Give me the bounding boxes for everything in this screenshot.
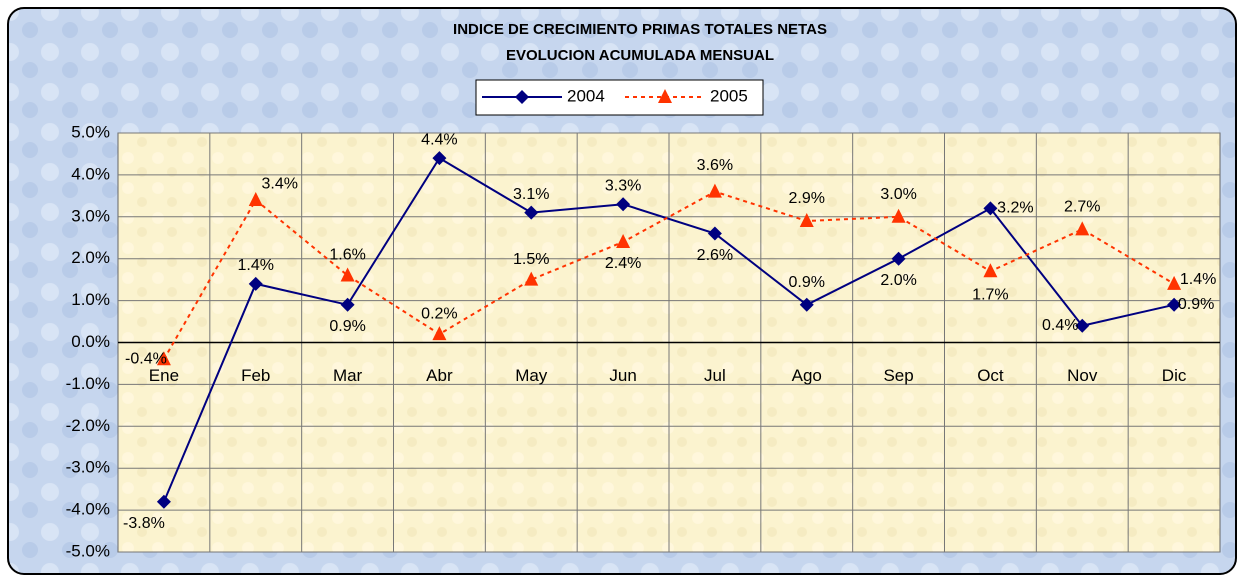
data-label: 3.6% — [697, 157, 733, 174]
point — [156, 351, 171, 366]
x-tick-label: Jul — [704, 366, 726, 385]
y-tick-label: 4.0% — [71, 164, 110, 183]
point — [248, 192, 263, 207]
x-tick-label: Feb — [241, 366, 270, 385]
point — [707, 226, 722, 241]
point — [248, 276, 263, 291]
point — [432, 326, 447, 341]
point — [707, 183, 722, 198]
data-label: 0.9% — [1178, 296, 1214, 313]
point — [1167, 297, 1182, 312]
point — [658, 89, 672, 103]
x-tick-label: Mar — [333, 366, 363, 385]
series-line — [163, 190, 1175, 360]
point — [524, 205, 539, 220]
x-tick-label: Dic — [1162, 366, 1187, 385]
point — [799, 297, 814, 312]
data-label: 2.7% — [1064, 199, 1100, 216]
point — [1075, 318, 1090, 333]
x-tick-label: Sep — [883, 366, 913, 385]
data-label: 3.4% — [262, 175, 298, 192]
data-label: 0.9% — [789, 274, 825, 291]
x-tick-label: Jun — [609, 366, 636, 385]
point — [340, 267, 355, 282]
data-label: 2.9% — [789, 190, 825, 207]
legend-label: 2004 — [567, 86, 605, 105]
data-label: 2.6% — [697, 247, 733, 264]
point — [891, 208, 906, 223]
data-label: 1.6% — [329, 247, 365, 264]
x-tick-label: Ene — [149, 366, 179, 385]
legend-label: 2005 — [710, 86, 748, 105]
y-tick-label: -5.0% — [66, 541, 110, 560]
data-label: 1.7% — [972, 286, 1008, 303]
y-tick-label: 2.0% — [71, 248, 110, 267]
data-label: 1.4% — [1180, 271, 1216, 288]
x-tick-label: Nov — [1067, 366, 1098, 385]
data-label: 0.4% — [1042, 317, 1078, 334]
data-label: -0.4% — [125, 350, 167, 367]
x-tick-label: Abr — [426, 366, 453, 385]
point — [515, 90, 529, 104]
chart-subtitle: EVOLUCION ACUMULADA MENSUAL — [506, 47, 774, 64]
x-tick-label: Ago — [792, 366, 822, 385]
point — [340, 297, 355, 312]
point — [616, 197, 631, 212]
y-tick-label: 5.0% — [71, 122, 110, 141]
data-label: 4.4% — [421, 131, 457, 148]
y-tick-label: 1.0% — [71, 290, 110, 309]
series-line — [162, 156, 1175, 503]
data-label: 3.3% — [605, 177, 641, 194]
data-label: 2.0% — [880, 272, 916, 289]
point — [432, 151, 447, 166]
x-tick-label: Oct — [977, 366, 1004, 385]
data-label: 1.5% — [513, 251, 549, 268]
y-tick-label: -1.0% — [66, 374, 110, 393]
data-label: 0.9% — [329, 318, 365, 335]
point — [891, 251, 906, 266]
y-tick-label: 3.0% — [71, 206, 110, 225]
data-label: 0.2% — [421, 305, 457, 322]
data-label: -3.8% — [123, 515, 165, 532]
point — [983, 263, 998, 278]
y-tick-label: -3.0% — [66, 458, 110, 477]
point — [524, 271, 539, 286]
point — [156, 494, 171, 509]
data-label: 1.4% — [238, 257, 274, 274]
chart-title: INDICE DE CRECIMIENTO PRIMAS TOTALES NET… — [453, 21, 827, 38]
y-tick-label: -2.0% — [66, 416, 110, 435]
point — [616, 233, 631, 248]
y-tick-label: -4.0% — [66, 500, 110, 519]
x-tick-label: May — [515, 366, 548, 385]
point — [799, 212, 814, 227]
data-label: 3.2% — [997, 200, 1033, 217]
data-label: 3.0% — [880, 186, 916, 203]
y-tick-label: 0.0% — [71, 332, 110, 351]
data-label: 2.4% — [605, 255, 641, 272]
point — [1075, 221, 1090, 236]
point — [1167, 275, 1182, 290]
point — [983, 201, 998, 216]
data-label: 3.1% — [513, 186, 549, 203]
